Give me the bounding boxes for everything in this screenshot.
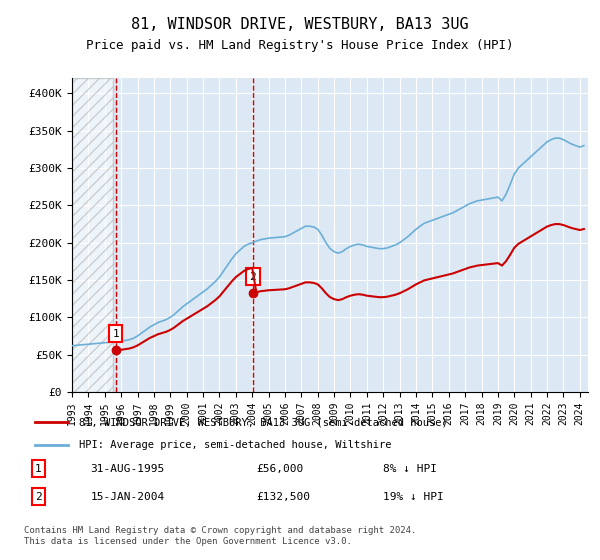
Text: 1: 1 [35, 464, 42, 474]
Text: 2: 2 [35, 492, 42, 502]
Text: Contains HM Land Registry data © Crown copyright and database right 2024.
This d: Contains HM Land Registry data © Crown c… [24, 526, 416, 546]
Text: 81, WINDSOR DRIVE, WESTBURY, BA13 3UG: 81, WINDSOR DRIVE, WESTBURY, BA13 3UG [131, 17, 469, 32]
Text: 1: 1 [112, 329, 119, 339]
Text: 81, WINDSOR DRIVE, WESTBURY, BA13 3UG (semi-detached house): 81, WINDSOR DRIVE, WESTBURY, BA13 3UG (s… [79, 417, 448, 427]
Text: £56,000: £56,000 [256, 464, 303, 474]
Text: 19% ↓ HPI: 19% ↓ HPI [383, 492, 443, 502]
Text: 31-AUG-1995: 31-AUG-1995 [90, 464, 164, 474]
Text: HPI: Average price, semi-detached house, Wiltshire: HPI: Average price, semi-detached house,… [79, 440, 392, 450]
Text: £132,500: £132,500 [256, 492, 310, 502]
Text: 15-JAN-2004: 15-JAN-2004 [90, 492, 164, 502]
Text: 8% ↓ HPI: 8% ↓ HPI [383, 464, 437, 474]
Bar [72, 78, 113, 392]
Text: 2: 2 [250, 272, 256, 282]
Text: Price paid vs. HM Land Registry's House Price Index (HPI): Price paid vs. HM Land Registry's House … [86, 39, 514, 52]
